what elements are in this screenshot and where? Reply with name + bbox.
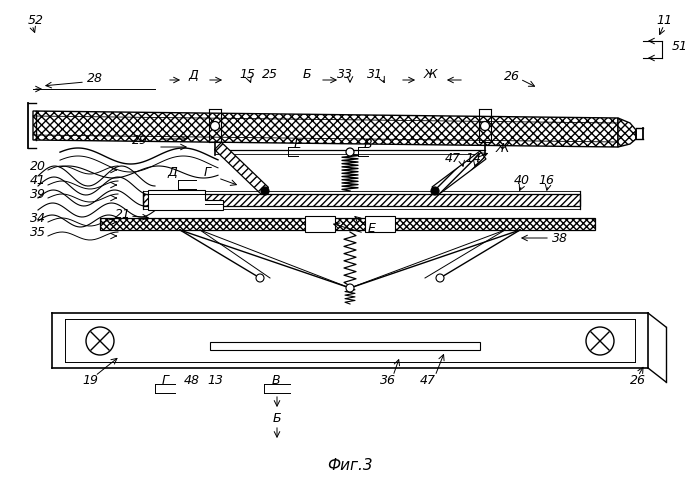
Circle shape — [431, 187, 439, 195]
Text: Ж: Ж — [496, 141, 509, 154]
Text: 14: 14 — [465, 152, 481, 166]
Text: 20: 20 — [30, 160, 46, 173]
Text: 38: 38 — [552, 232, 568, 245]
Text: 47: 47 — [445, 152, 461, 166]
Text: В: В — [272, 373, 280, 386]
Text: 51: 51 — [672, 40, 688, 53]
Text: 15: 15 — [239, 68, 255, 81]
Text: 47: 47 — [420, 373, 436, 386]
Circle shape — [346, 148, 354, 156]
Text: Фиг.3: Фиг.3 — [327, 458, 373, 474]
Text: 16: 16 — [538, 175, 554, 187]
Text: Б: Б — [273, 412, 281, 425]
Text: 25: 25 — [262, 68, 278, 81]
Text: В: В — [364, 137, 372, 150]
Polygon shape — [33, 111, 618, 147]
Text: 28: 28 — [87, 72, 103, 85]
Text: 21: 21 — [115, 207, 131, 221]
Polygon shape — [143, 194, 580, 206]
Polygon shape — [365, 216, 395, 232]
Text: Ж: Ж — [424, 68, 437, 81]
Text: 48: 48 — [184, 373, 200, 386]
Text: 36: 36 — [380, 373, 396, 386]
Circle shape — [346, 284, 354, 292]
Text: 41: 41 — [30, 175, 46, 187]
Circle shape — [480, 122, 489, 130]
Circle shape — [256, 274, 264, 282]
Text: 34: 34 — [30, 211, 46, 225]
Text: 19: 19 — [82, 373, 98, 386]
Text: Г: Г — [204, 166, 211, 179]
Text: Е: Е — [368, 223, 376, 236]
Text: 52: 52 — [28, 13, 44, 26]
Text: Д: Д — [167, 166, 177, 179]
Circle shape — [261, 187, 269, 195]
Text: 13: 13 — [207, 373, 223, 386]
Text: 31: 31 — [367, 68, 383, 81]
Polygon shape — [100, 218, 595, 230]
Polygon shape — [148, 190, 223, 210]
Text: 39: 39 — [30, 187, 46, 200]
Circle shape — [86, 327, 114, 355]
Text: 35: 35 — [30, 226, 46, 239]
Circle shape — [436, 274, 444, 282]
Text: 33: 33 — [337, 68, 353, 81]
Polygon shape — [618, 118, 636, 147]
Polygon shape — [432, 151, 486, 195]
Text: Е: Е — [294, 137, 302, 150]
Text: Г: Г — [162, 373, 169, 386]
Text: 29: 29 — [132, 133, 148, 146]
Text: Д: Д — [188, 68, 198, 81]
Polygon shape — [214, 142, 269, 194]
Circle shape — [586, 327, 614, 355]
Text: 26: 26 — [630, 373, 646, 386]
Polygon shape — [305, 216, 335, 232]
Circle shape — [211, 122, 220, 130]
Text: 11: 11 — [656, 13, 672, 26]
Text: Б: Б — [302, 68, 312, 81]
Text: 40: 40 — [514, 175, 530, 187]
Text: 26: 26 — [504, 69, 520, 82]
Polygon shape — [210, 342, 480, 350]
